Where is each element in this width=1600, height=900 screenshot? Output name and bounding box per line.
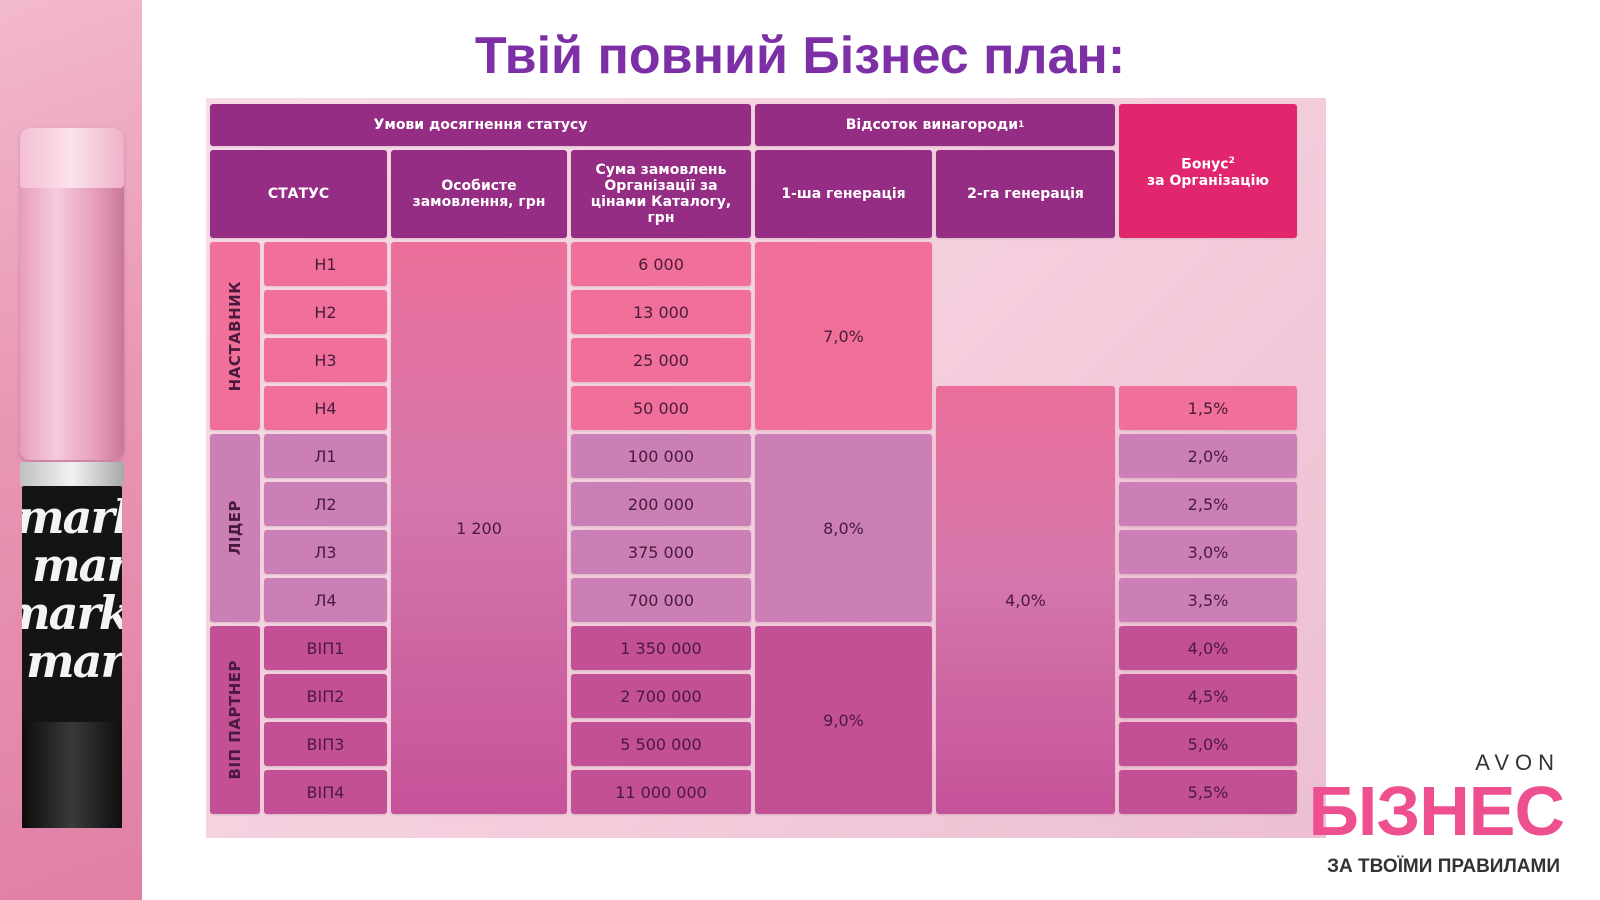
header-gen1: 1-ша генерація bbox=[755, 150, 932, 238]
org-sum-cell: 1 350 000 bbox=[571, 626, 751, 670]
lipstick-brand-text: mark. bbox=[22, 490, 122, 544]
footnote-mark: 1 bbox=[1018, 120, 1025, 130]
lipstick-ring bbox=[20, 462, 124, 486]
status-cell: Н4 bbox=[264, 386, 387, 430]
status-cell: Л4 bbox=[264, 578, 387, 622]
header-reward-percent: Відсоток винагороди 1 bbox=[755, 104, 1115, 146]
status-cell: Л1 bbox=[264, 434, 387, 478]
org-sum-cell: 50 000 bbox=[571, 386, 751, 430]
status-cell: ВІП2 bbox=[264, 674, 387, 718]
status-cell: Л3 bbox=[264, 530, 387, 574]
status-cell: Н3 bbox=[264, 338, 387, 382]
group-label: НАСТАВНИК bbox=[226, 280, 244, 392]
lipstick-brand-text: mark. bbox=[26, 634, 122, 688]
gen1-value-lider: 8,0% bbox=[755, 434, 932, 622]
org-sum-cell: 375 000 bbox=[571, 530, 751, 574]
org-sum-cell: 200 000 bbox=[571, 482, 751, 526]
status-cell: Н1 bbox=[264, 242, 387, 286]
header-personal-order: Особисте замовлення, грн bbox=[391, 150, 567, 238]
org-sum-cell: 2 700 000 bbox=[571, 674, 751, 718]
bonus-cell: 2,5% bbox=[1119, 482, 1297, 526]
header-bonus-line2: за Організацію bbox=[1147, 172, 1269, 189]
bonus-cell: 3,0% bbox=[1119, 530, 1297, 574]
page-title: Твій повний Бізнес план: bbox=[474, 27, 1126, 85]
status-cell: ВІП1 bbox=[264, 626, 387, 670]
footnote-mark: 2 bbox=[1228, 156, 1235, 167]
bonus-cell: 4,5% bbox=[1119, 674, 1297, 718]
group-vip-partner: ВІП ПАРТНЕР bbox=[210, 626, 260, 814]
header-bonus-label: Бонус bbox=[1181, 156, 1229, 173]
bonus-cell: 4,0% bbox=[1119, 626, 1297, 670]
status-cell: ВІП3 bbox=[264, 722, 387, 766]
group-label: ЛІДЕР bbox=[226, 500, 244, 556]
bonus-cell: 2,0% bbox=[1119, 434, 1297, 478]
gen1-value-vip: 9,0% bbox=[755, 626, 932, 814]
gen1-value-nastavnyk: 7,0% bbox=[755, 242, 932, 430]
personal-order-value: 1 200 bbox=[391, 242, 567, 814]
group-label: ВІП ПАРТНЕР bbox=[226, 660, 244, 780]
bonus-cell: 1,5% bbox=[1119, 386, 1297, 430]
org-sum-cell: 100 000 bbox=[571, 434, 751, 478]
header-reward-label: Відсоток винагороди bbox=[845, 117, 1018, 133]
bonus-cell: 5,5% bbox=[1119, 770, 1297, 814]
brand-slogan: ЗА ТВОЇМИ ПРАВИЛАМИ bbox=[1327, 856, 1560, 877]
avon-logo: AVON bbox=[1475, 750, 1560, 775]
biznes-logo: БІЗНЕС bbox=[1308, 772, 1565, 850]
header-org-sum: Сума замовлень Організації за цінами Кат… bbox=[571, 150, 751, 238]
lipstick-cap-highlight bbox=[20, 128, 124, 188]
org-sum-cell: 11 000 000 bbox=[571, 770, 751, 814]
bonus-cell: 5,0% bbox=[1119, 722, 1297, 766]
status-cell: Н2 bbox=[264, 290, 387, 334]
lipstick-brand-text: mark. bbox=[22, 586, 122, 640]
bonus-cell: 3,5% bbox=[1119, 578, 1297, 622]
org-sum-cell: 5 500 000 bbox=[571, 722, 751, 766]
header-conditions: Умови досягнення статусу bbox=[210, 104, 751, 146]
lipstick-base bbox=[22, 722, 122, 828]
header-bonus: Бонус2 за Організацію bbox=[1119, 104, 1297, 238]
org-sum-cell: 700 000 bbox=[571, 578, 751, 622]
org-sum-cell: 13 000 bbox=[571, 290, 751, 334]
org-sum-cell: 6 000 bbox=[571, 242, 751, 286]
header-gen2: 2-га генерація bbox=[936, 150, 1115, 238]
group-nastavnyk: НАСТАВНИК bbox=[210, 242, 260, 430]
status-cell: ВІП4 bbox=[264, 770, 387, 814]
gen2-value: 4,0% bbox=[936, 386, 1115, 814]
group-lider: ЛІДЕР bbox=[210, 434, 260, 622]
org-sum-cell: 25 000 bbox=[571, 338, 751, 382]
status-cell: Л2 bbox=[264, 482, 387, 526]
lipstick-brand-text: mark. bbox=[32, 538, 122, 592]
header-status: СТАТУС bbox=[210, 150, 387, 238]
